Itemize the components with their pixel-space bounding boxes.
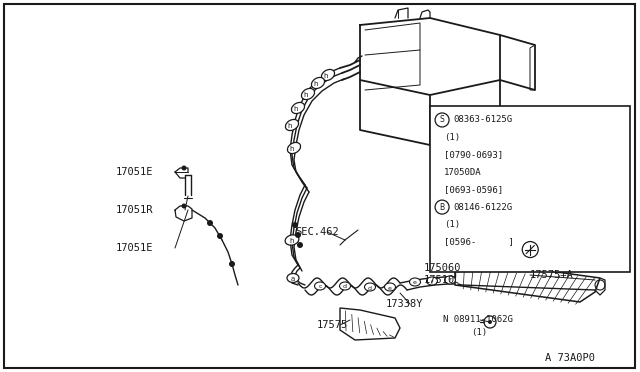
Circle shape: [488, 320, 492, 324]
Text: h: h: [288, 123, 292, 129]
Polygon shape: [455, 260, 600, 302]
Text: 175060: 175060: [424, 263, 461, 273]
Text: (1): (1): [444, 220, 460, 229]
Text: h: h: [304, 92, 308, 98]
Ellipse shape: [301, 89, 314, 100]
Text: A 73A0P0: A 73A0P0: [545, 353, 595, 363]
Text: N 08911-1062G: N 08911-1062G: [443, 315, 513, 324]
Text: c: c: [318, 285, 322, 289]
Circle shape: [207, 220, 213, 226]
Ellipse shape: [291, 102, 305, 113]
Text: h: h: [324, 73, 328, 79]
Ellipse shape: [426, 277, 438, 285]
Ellipse shape: [321, 70, 335, 81]
Text: (1): (1): [444, 133, 460, 142]
Text: h: h: [314, 81, 318, 87]
Polygon shape: [340, 308, 400, 340]
Text: d: d: [343, 285, 347, 289]
Text: h: h: [294, 106, 298, 112]
Ellipse shape: [410, 278, 420, 286]
Text: B: B: [440, 203, 445, 212]
Text: 17051R: 17051R: [115, 205, 153, 215]
Ellipse shape: [385, 283, 396, 291]
Ellipse shape: [285, 235, 299, 245]
Text: (1): (1): [471, 327, 487, 337]
Text: [0790-0693]: [0790-0693]: [444, 150, 503, 159]
Text: e: e: [413, 280, 417, 285]
Ellipse shape: [445, 276, 456, 284]
Circle shape: [297, 242, 303, 248]
Circle shape: [217, 233, 223, 239]
Ellipse shape: [339, 282, 351, 290]
Text: 08363-6125G: 08363-6125G: [453, 115, 512, 125]
Circle shape: [182, 203, 186, 208]
Text: [0693-0596]: [0693-0596]: [444, 185, 503, 194]
Text: a: a: [291, 276, 295, 282]
Text: 08146-6122G: 08146-6122G: [453, 203, 512, 212]
Text: [0596-      ]: [0596- ]: [444, 237, 514, 246]
Ellipse shape: [314, 282, 326, 290]
Text: 17575: 17575: [317, 320, 348, 330]
Text: 17050DA: 17050DA: [444, 168, 482, 177]
Bar: [430, 106, 630, 272]
Text: d: d: [368, 285, 372, 291]
Text: h: h: [290, 146, 294, 152]
Circle shape: [292, 222, 298, 228]
Text: S: S: [440, 115, 444, 125]
Circle shape: [295, 232, 301, 238]
Text: h: h: [290, 238, 294, 244]
Text: 17051E: 17051E: [115, 243, 153, 253]
Text: f: f: [431, 279, 433, 285]
Text: f: f: [449, 279, 451, 283]
Ellipse shape: [287, 273, 299, 282]
Text: 17338Y: 17338Y: [386, 299, 424, 309]
Ellipse shape: [365, 283, 376, 291]
Ellipse shape: [285, 119, 298, 131]
Text: 17051E: 17051E: [115, 167, 153, 177]
Text: 17575+A: 17575+A: [530, 270, 573, 280]
Ellipse shape: [287, 142, 301, 154]
Circle shape: [229, 261, 235, 267]
Text: 17510: 17510: [424, 275, 455, 285]
Text: SEC.462: SEC.462: [295, 227, 339, 237]
Circle shape: [182, 166, 186, 170]
Ellipse shape: [312, 77, 324, 89]
Text: e: e: [388, 285, 392, 291]
